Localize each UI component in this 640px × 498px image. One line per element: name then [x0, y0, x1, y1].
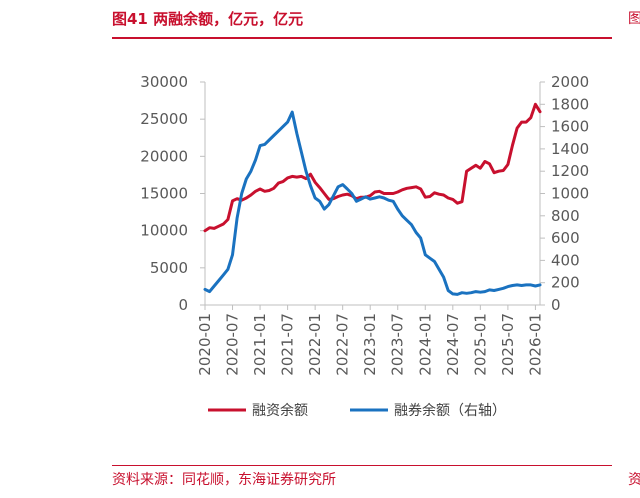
source-rule	[112, 465, 612, 466]
y-right-tick-label: 600	[551, 229, 580, 247]
title-rule	[112, 37, 612, 39]
series-line-short-balance	[203, 110, 542, 296]
y-left-tick-label: 10000	[140, 222, 188, 240]
x-tick-label: 2025-07	[499, 313, 517, 376]
y-left-tick-label: 25000	[140, 110, 188, 128]
series-line-margin-balance	[203, 102, 542, 233]
y-right-tick-label: 0	[551, 296, 561, 314]
figure-title: 图41 两融余额，亿元，亿元	[112, 10, 304, 28]
x-tick-label: 2025-01	[471, 313, 489, 376]
y-left-tick-label: 20000	[140, 147, 188, 165]
y-right-tick-label: 2000	[551, 73, 589, 91]
x-tick-label: 2021-01	[251, 313, 269, 376]
x-tick-label: 2024-01	[416, 313, 434, 376]
x-tick-label: 2020-07	[224, 313, 242, 376]
y-left-tick-label: 30000	[140, 73, 188, 91]
y-right-tick-label: 1000	[551, 185, 589, 203]
next-source-fragment: 资	[628, 472, 640, 488]
y-right-tick-label: 1200	[551, 162, 589, 180]
y-right-tick-label: 800	[551, 207, 580, 225]
next-figure-title-fragment: 图	[628, 11, 640, 27]
x-tick-label: 2023-07	[389, 313, 407, 376]
source-note: 资料来源：同花顺，东海证券研究所	[112, 472, 336, 488]
y-left-tick-label: 0	[178, 296, 188, 314]
legend-margin-balance-label: 融资余额	[252, 402, 308, 419]
y-left-tick-label: 5000	[150, 259, 188, 277]
y-right-tick-label: 1600	[551, 118, 589, 136]
y-right-tick-label: 400	[551, 251, 580, 269]
y-right-tick-label: 1800	[551, 95, 589, 113]
x-tick-label: 2021-07	[279, 313, 297, 376]
legend-short-balance-label: 融券余额（右轴）	[394, 402, 506, 419]
x-tick-label: 2026-01	[526, 313, 544, 376]
x-tick-label: 2022-01	[306, 313, 324, 376]
x-tick-label: 2024-07	[444, 313, 462, 376]
y-right-tick-label: 1400	[551, 140, 589, 158]
y-right-tick-label: 200	[551, 274, 580, 292]
x-tick-label: 2022-07	[334, 313, 352, 376]
x-tick-label: 2020-01	[196, 313, 214, 376]
x-tick-label: 2023-01	[361, 313, 379, 376]
y-left-tick-label: 15000	[140, 185, 188, 203]
